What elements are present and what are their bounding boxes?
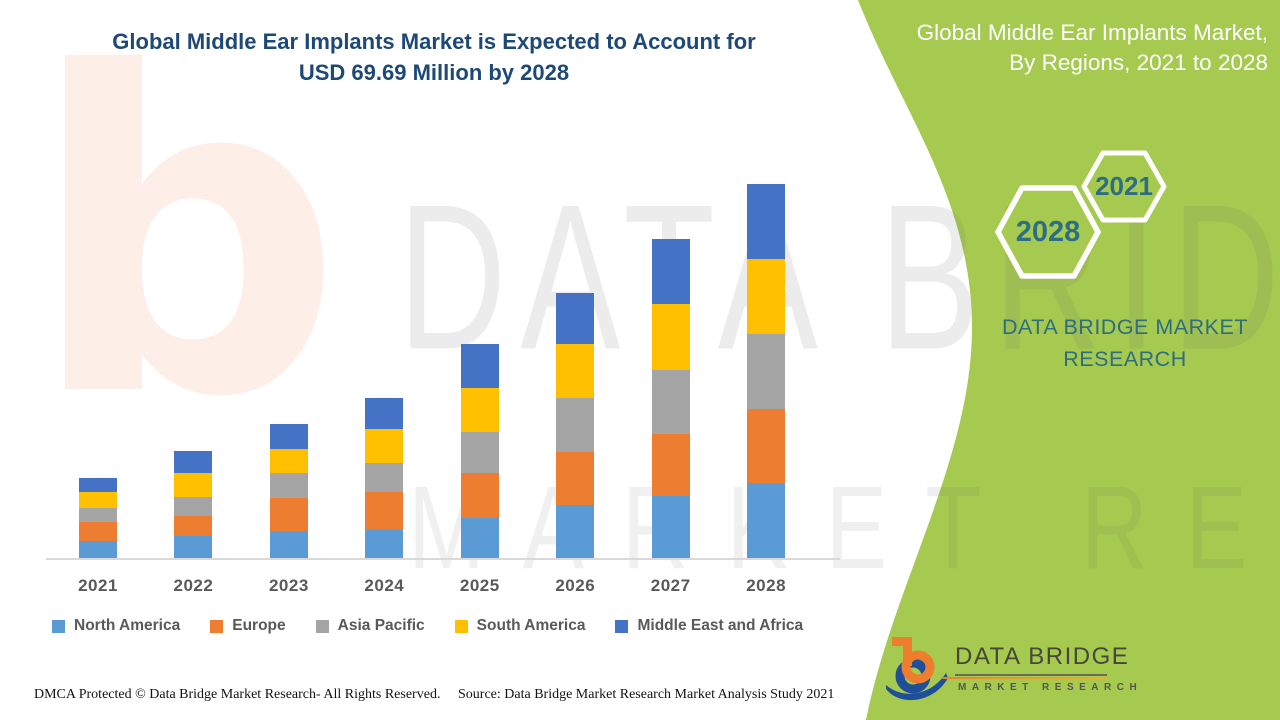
legend-swatch-asia-pacific (315, 619, 329, 633)
hexagon-2028-label: 2028 (1015, 215, 1081, 248)
legend-swatch-south-america (454, 619, 468, 633)
bar-segment-europe (365, 492, 404, 531)
legend-label-south-america: South America (476, 617, 586, 634)
bar-segment-europe (269, 498, 308, 532)
bar-segment-north-america (460, 518, 499, 558)
data-bridge-logo-icon (886, 637, 948, 701)
bar-segment-asia-pacific (269, 472, 308, 499)
chart-legend: North America Europe Asia Pacific South Ame… (52, 617, 803, 635)
bar-segment-middle-east-and-africa (747, 183, 786, 260)
legend-item-middle-east-and-africa: Middle East and Africa (615, 617, 803, 635)
page-title: Global Middle Ear Implants Market is Exp… (46, 26, 822, 88)
bar-segment-north-america (747, 483, 786, 558)
bar-segment-middle-east-and-africa (269, 424, 308, 449)
hexagon-2021: 2021 (1081, 150, 1167, 223)
x-axis-label-2026: 2026 (555, 576, 596, 595)
bar-segment-asia-pacific (460, 432, 499, 474)
x-axis-label-2025: 2025 (459, 576, 500, 595)
hexagon-2021-shape (1081, 150, 1167, 223)
bar-segment-north-america (556, 504, 595, 558)
bar-segment-asia-pacific (365, 463, 404, 492)
bar-segment-north-america (79, 540, 117, 558)
hexagon-2028: 2028 (995, 185, 1101, 279)
x-axis-label-2021: 2021 (78, 576, 118, 595)
bar-segment-middle-east-and-africa (79, 478, 117, 492)
bar-segment-south-america (651, 303, 690, 370)
watermark-b-icon: b (28, 0, 343, 493)
logo-subtitle-text: MARKET RESEARCH (958, 682, 1143, 693)
bar-segment-middle-east-and-africa (556, 293, 595, 345)
bar-segment-south-america (174, 473, 213, 498)
bar-segment-middle-east-and-africa (174, 451, 213, 474)
bar-segment-asia-pacific (79, 508, 117, 523)
legend-label-europe: Europe (232, 617, 286, 634)
x-axis-label-2023: 2023 (268, 576, 309, 595)
bar-segment-north-america (269, 531, 308, 558)
x-axis-label-2022: 2022 (173, 576, 214, 595)
side-panel-title-line2: By Regions, 2021 to 2028 (1009, 50, 1268, 75)
x-axis-label-2027: 2027 (650, 576, 691, 595)
data-bridge-logo: DATA BRIDGE MARKET RESEARCH (884, 633, 1137, 705)
bar-segment-asia-pacific (747, 334, 786, 409)
legend-swatch-europe (210, 619, 224, 633)
bar-segment-south-america (79, 492, 117, 509)
brand-text-line1: DATA BRIDGE MARKET (1002, 315, 1248, 339)
legend-label-north-america: North America (74, 617, 181, 634)
bar-segment-europe (747, 408, 786, 484)
bar-segment-middle-east-and-africa (460, 344, 499, 389)
brand-text-line2: RESEARCH (1063, 347, 1187, 371)
bar-segment-south-america (747, 259, 786, 335)
x-axis-label-2028: 2028 (746, 576, 787, 595)
bar-segment-south-america (365, 429, 404, 464)
legend-label-asia-pacific: Asia Pacific (337, 617, 425, 634)
bar-segment-europe (174, 516, 213, 536)
side-panel-title-line1: Global Middle Ear Implants Market, (916, 20, 1268, 45)
legend-item-north-america: North America (52, 617, 180, 635)
bar-segment-asia-pacific (174, 497, 213, 517)
legend-swatch-north-america (52, 619, 65, 633)
logo-orange-swoosh (942, 677, 1108, 679)
legend-label-middle-east-and-africa: Middle East and Africa (637, 617, 804, 634)
logo-underline (955, 674, 1107, 676)
bar-segment-north-america (651, 496, 690, 558)
bar-segment-europe (79, 522, 117, 541)
bar-segment-asia-pacific (651, 369, 690, 434)
page-title-line1: Global Middle Ear Implants Market is Exp… (112, 29, 756, 54)
dmca-copyright-text: DMCA Protected © Data Bridge Market Rese… (34, 687, 441, 702)
green-panel-shape (858, 0, 1280, 720)
bar-segment-south-america (269, 448, 308, 473)
legend-swatch-middle-east-and-africa (615, 619, 629, 633)
bar-segment-europe (460, 473, 499, 519)
bar-segment-south-america (556, 344, 595, 399)
bar-segment-north-america (174, 536, 213, 558)
bar-segment-middle-east-and-africa (365, 398, 404, 430)
page-title-line2: USD 69.69 Million by 2028 (298, 60, 570, 85)
legend-item-europe: Europe (210, 617, 286, 635)
hexagon-2021-label: 2021 (1095, 171, 1153, 201)
watermark-marketresearch-text: MARKET RESEARCH (408, 463, 1280, 594)
x-axis-line (46, 558, 840, 560)
legend-item-asia-pacific: Asia Pacific (315, 617, 425, 635)
bar-segment-europe (556, 451, 595, 505)
legend-item-south-america: South America (454, 617, 586, 635)
logo-name-text: DATA BRIDGE (955, 643, 1130, 670)
bar-segment-asia-pacific (556, 398, 595, 452)
bar-segment-south-america (460, 388, 499, 433)
source-text: Source: Data Bridge Market Research Mark… (458, 687, 835, 702)
hexagon-2028-shape (995, 185, 1101, 279)
bar-segment-middle-east-and-africa (651, 238, 690, 304)
bar-segment-europe (651, 433, 690, 497)
side-panel-title: Global Middle Ear Implants Market, By Re… (863, 18, 1268, 78)
x-axis-label-2024: 2024 (364, 576, 405, 595)
brand-text: DATA BRIDGE MARKET RESEARCH (985, 311, 1265, 375)
bar-segment-north-america (365, 530, 404, 558)
